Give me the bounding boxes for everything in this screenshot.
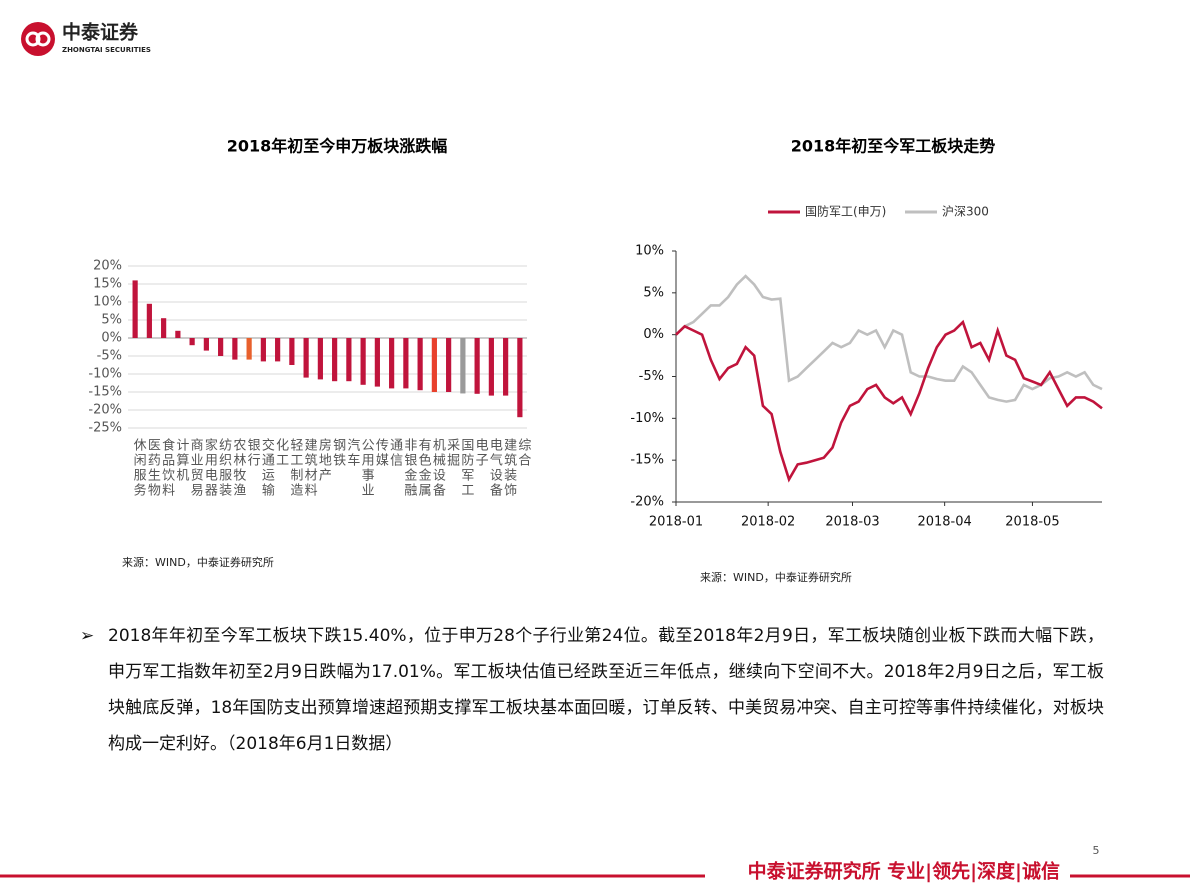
bar bbox=[460, 338, 466, 394]
x-tick-label: 电气设备 bbox=[487, 438, 503, 498]
x-tick-label: 采掘 bbox=[444, 438, 460, 468]
x-tick-label: 钢铁 bbox=[330, 438, 346, 468]
bar bbox=[232, 338, 238, 360]
x-tick-label: 轻工制造 bbox=[287, 438, 303, 498]
series-line bbox=[675, 319, 1103, 483]
x-tick-label: 2018-05 bbox=[1005, 515, 1059, 530]
bar bbox=[431, 338, 437, 392]
bar bbox=[488, 338, 494, 396]
y-tick-label: 10% bbox=[93, 295, 122, 310]
x-tick-label: 汽车 bbox=[344, 438, 360, 468]
y-tick-label: -10% bbox=[630, 411, 664, 426]
bar bbox=[346, 338, 352, 382]
x-tick-label: 化工 bbox=[273, 438, 289, 468]
y-tick-label: 5% bbox=[101, 313, 122, 328]
footer-slogan: 中泰证券研究所 专业|领先|深度|诚信 bbox=[748, 860, 1060, 883]
bar bbox=[132, 280, 138, 338]
bar bbox=[146, 303, 152, 338]
chart-title: 2018年初至今军工板块走势 bbox=[791, 137, 996, 156]
y-tick-label: 10% bbox=[635, 244, 664, 259]
source-note: 来源：WIND，中泰证券研究所 bbox=[122, 555, 274, 569]
x-tick-label: 家用电器 bbox=[202, 437, 218, 498]
bar bbox=[317, 338, 323, 380]
bar bbox=[403, 338, 409, 389]
legend-label: 沪深300 bbox=[942, 205, 989, 219]
y-tick-label: 20% bbox=[93, 259, 122, 274]
y-tick-label: -5% bbox=[639, 369, 664, 384]
x-tick-label: 农林牧渔 bbox=[230, 438, 246, 498]
page-number: 5 bbox=[1093, 844, 1100, 857]
bar bbox=[203, 338, 209, 351]
y-tick-label: 0% bbox=[101, 331, 122, 346]
x-tick-label: 纺织服装 bbox=[216, 438, 232, 498]
logo-icon-ring bbox=[35, 31, 51, 47]
y-tick-label: -15% bbox=[88, 385, 122, 400]
y-tick-label: -5% bbox=[97, 349, 122, 364]
logo-subname: ZHONGTAI SECURITIES bbox=[62, 46, 151, 54]
y-tick-label: -25% bbox=[88, 421, 122, 436]
bar bbox=[218, 338, 224, 356]
y-tick-label: 0% bbox=[643, 327, 664, 342]
bar bbox=[175, 330, 181, 338]
y-tick-label: -10% bbox=[88, 367, 122, 382]
bar bbox=[374, 338, 380, 387]
x-tick-label: 综合 bbox=[515, 438, 531, 468]
x-tick-label: 2018-04 bbox=[917, 515, 971, 530]
x-tick-label: 计算机 bbox=[173, 438, 189, 483]
bar bbox=[474, 338, 480, 394]
x-tick-label: 交通运输 bbox=[259, 437, 275, 498]
x-tick-label: 有色金属 bbox=[416, 438, 432, 498]
x-tick-label: 医药生物 bbox=[145, 438, 161, 498]
bar bbox=[303, 338, 309, 378]
y-tick-label: -15% bbox=[630, 453, 664, 468]
bar bbox=[332, 338, 338, 382]
bar bbox=[246, 338, 252, 360]
x-tick-label: 通信 bbox=[387, 438, 403, 468]
y-tick-label: 5% bbox=[643, 285, 664, 300]
x-tick-label: 建筑装饰 bbox=[501, 438, 517, 498]
source-note: 来源：WIND，中泰证券研究所 bbox=[700, 570, 852, 584]
y-tick-label: 15% bbox=[93, 277, 122, 292]
x-tick-label: 房地产 bbox=[316, 437, 332, 483]
bar bbox=[517, 338, 523, 418]
x-tick-label: 食品饮料 bbox=[159, 437, 175, 498]
bar bbox=[275, 338, 281, 362]
bar bbox=[417, 338, 423, 391]
x-tick-label: 电子 bbox=[473, 438, 489, 468]
x-tick-label: 机械设备 bbox=[430, 438, 446, 498]
x-tick-label: 建筑材料 bbox=[302, 438, 318, 498]
legend-label: 国防军工(申万) bbox=[805, 204, 886, 219]
x-tick-label: 2018-01 bbox=[649, 515, 703, 530]
logo-name: 中泰证券 bbox=[62, 21, 139, 44]
bullet: ➢ bbox=[80, 626, 95, 646]
x-tick-label: 传媒 bbox=[373, 438, 389, 468]
chart-title: 2018年初至今申万板块涨跌幅 bbox=[227, 137, 448, 156]
x-tick-label: 2018-02 bbox=[741, 515, 795, 530]
footer-backdrop bbox=[705, 858, 1070, 886]
bar bbox=[446, 338, 452, 392]
x-tick-label: 银行 bbox=[245, 438, 261, 468]
x-tick-label: 国防军工 bbox=[458, 438, 474, 498]
x-tick-label: 2018-03 bbox=[825, 515, 879, 530]
bar bbox=[503, 338, 509, 396]
x-tick-label: 休闲服务 bbox=[131, 438, 147, 498]
x-tick-label: 非银金融 bbox=[401, 438, 417, 498]
bar bbox=[189, 338, 195, 346]
bar bbox=[289, 338, 295, 365]
x-tick-label: 商业贸易 bbox=[188, 438, 204, 498]
x-tick-label: 公用事业 bbox=[359, 438, 375, 498]
logo-icon-ring bbox=[25, 31, 41, 47]
bar bbox=[389, 338, 395, 389]
bar bbox=[360, 338, 366, 385]
logo: 中泰证券 ZHONGTAI SECURITIES bbox=[21, 21, 151, 56]
y-tick-label: -20% bbox=[630, 495, 664, 510]
bar bbox=[260, 338, 266, 362]
body-text: 2018年年初至今军工板块下跌15.40%，位于申万28个子行业第24位。截至2… bbox=[108, 626, 1104, 754]
bar bbox=[161, 318, 167, 338]
series-line bbox=[675, 274, 1103, 403]
y-tick-label: -20% bbox=[88, 403, 122, 418]
